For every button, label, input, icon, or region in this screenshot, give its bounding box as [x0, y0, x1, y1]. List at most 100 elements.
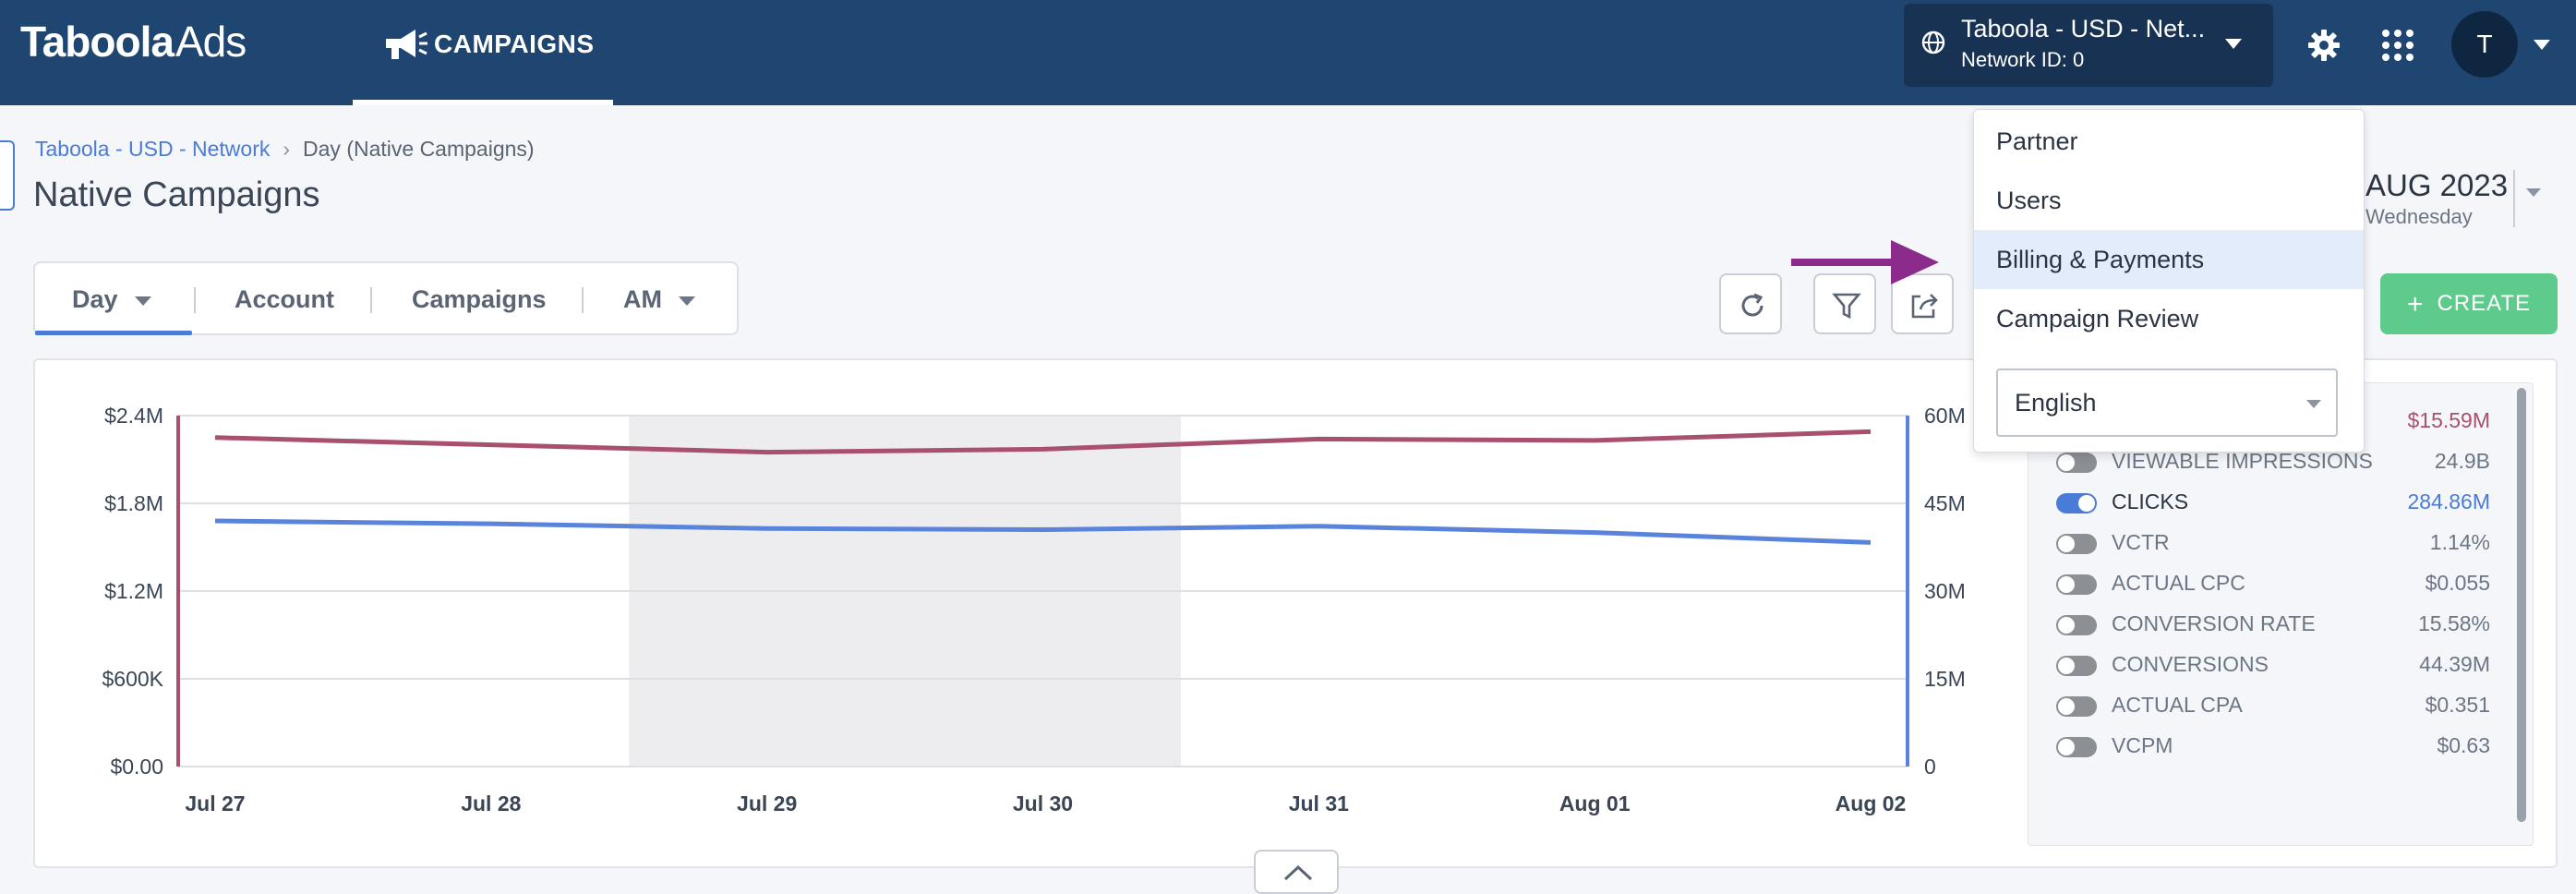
metric-value: $0.63: [2437, 733, 2490, 757]
language-select[interactable]: English: [1996, 368, 2338, 437]
account-selector[interactable]: Taboola - USD - Net... Network ID: 0: [1904, 4, 2273, 87]
metric-value: 15.58%: [2417, 611, 2490, 635]
chevron-down-icon: [2306, 400, 2321, 408]
y-right-tick-label: 0: [1924, 755, 1936, 779]
metric-row: CONVERSIONS 44.39M: [2056, 648, 2490, 685]
x-tick-label: Jul 28: [461, 791, 521, 815]
tab-campaigns[interactable]: Campaigns: [412, 263, 547, 335]
metric-value: 284.86M: [2407, 489, 2490, 513]
x-tick-label: Aug 01: [1559, 791, 1631, 815]
filter-button[interactable]: [1813, 273, 1876, 334]
nav-campaigns[interactable]: CAMPAIGNS: [353, 0, 613, 105]
metric-value: 44.39M: [2419, 652, 2490, 676]
gear-icon[interactable]: [2306, 28, 2341, 63]
y-left-tick-label: $600K: [102, 667, 163, 691]
metric-toggle[interactable]: [2056, 493, 2097, 513]
chevron-down-icon[interactable]: [2534, 40, 2550, 50]
tab-am[interactable]: AM: [623, 263, 695, 335]
chevron-down-icon: [2225, 39, 2242, 49]
toggle-knob: [2058, 698, 2075, 715]
logo-ads-text: Ads: [175, 18, 247, 66]
menu-item-billing-payments[interactable]: Billing & Payments: [1974, 230, 2364, 289]
metric-toggle[interactable]: [2056, 656, 2097, 676]
breadcrumb-current: Day (Native Campaigns): [303, 137, 535, 161]
metric-value: 24.9B: [2434, 449, 2490, 473]
chevron-down-icon: [679, 296, 695, 306]
create-button[interactable]: + CREATE: [2380, 273, 2558, 334]
tab-divider: [370, 287, 372, 313]
avatar[interactable]: T: [2451, 11, 2518, 78]
chevron-right-icon: ›: [283, 137, 291, 161]
metric-toggle[interactable]: [2056, 453, 2097, 473]
date-weekday: Wednesday: [2365, 205, 2473, 228]
tab-campaigns-label: Campaigns: [412, 285, 547, 313]
metric-name: CONVERSIONS: [2112, 652, 2269, 676]
apps-grid-icon[interactable]: [2380, 28, 2415, 63]
create-label: CREATE: [2437, 291, 2532, 316]
y-left-tick-label: $2.4M: [104, 404, 163, 428]
metric-row: ACTUAL CPA $0.351: [2056, 689, 2490, 726]
arrow-pointer-icon: [1791, 240, 1939, 284]
tab-divider: [194, 287, 196, 313]
x-tick-label: Aug 02: [1836, 791, 1907, 815]
toggle-knob: [2058, 658, 2075, 674]
metric-name: ACTUAL CPC: [2112, 571, 2245, 595]
megaphone-icon: [386, 30, 427, 59]
tab-account[interactable]: Account: [235, 263, 334, 335]
metric-value: $15.59M: [2407, 408, 2490, 432]
y-right-tick-label: 15M: [1924, 667, 1966, 691]
metric-toggle[interactable]: [2056, 737, 2097, 757]
metric-toggle[interactable]: [2056, 534, 2097, 554]
tab-day[interactable]: Day: [72, 263, 151, 335]
metric-toggle[interactable]: [2056, 574, 2097, 595]
chevron-down-icon: [134, 296, 151, 306]
metric-name: VCPM: [2112, 733, 2173, 757]
language-value: English: [2015, 389, 2097, 417]
tab-divider: [582, 287, 584, 313]
y-right-tick-label: 60M: [1924, 404, 1966, 428]
plus-icon: +: [2406, 288, 2425, 320]
metric-row: ACTUAL CPC $0.055: [2056, 567, 2490, 604]
taboola-ads-logo[interactable]: TaboolaAds: [20, 17, 247, 66]
tab-account-label: Account: [235, 285, 334, 313]
metric-toggle[interactable]: [2056, 615, 2097, 635]
metric-value: $0.351: [2425, 693, 2490, 717]
refresh-icon: [1741, 293, 1763, 317]
top-bar: TaboolaAds CAMPAIGNS Taboola - USD - Net…: [0, 0, 2576, 105]
menu-item-campaign-review[interactable]: Campaign Review: [1996, 305, 2199, 332]
chevron-up-icon: [1283, 864, 1313, 881]
metrics-scrollbar[interactable]: [2517, 388, 2526, 822]
y-right-tick-label: 45M: [1924, 491, 1966, 515]
refresh-button[interactable]: [1719, 273, 1782, 334]
menu-item-partner[interactable]: Partner: [1996, 127, 2078, 155]
metric-name: CLICKS: [2112, 489, 2189, 513]
export-icon: [1911, 294, 1938, 319]
metric-name: ACTUAL CPA: [2112, 693, 2243, 717]
collapse-chart-button[interactable]: [1254, 850, 1339, 894]
date-divider: [2513, 170, 2515, 227]
menu-item-users[interactable]: Users: [1996, 187, 2062, 214]
performance-line-chart: $2.4M 60M $1.8M 45M $1.2M 30M $600K 15M $0.00 0 Ju…: [102, 404, 1966, 815]
x-tick-label: Jul 31: [1289, 791, 1349, 815]
toggle-knob: [2058, 739, 2075, 755]
chevron-down-icon[interactable]: [2526, 188, 2541, 197]
y-left-tick-label: $0.00: [110, 755, 163, 779]
metrics-panel: $15.59M VIEWABLE IMPRESSIONS 24.9B CLICKS 28…: [2028, 382, 2534, 846]
y-left-tick-label: $1.8M: [104, 491, 163, 515]
metric-name: VIEWABLE IMPRESSIONS: [2112, 449, 2373, 473]
toggle-knob: [2058, 617, 2075, 634]
export-button[interactable]: [1891, 273, 1954, 334]
filter-icon: [1832, 293, 1861, 320]
metric-name: CONVERSION RATE: [2112, 611, 2316, 635]
metric-row: VCPM $0.63: [2056, 730, 2490, 767]
y-right-tick-label: 30M: [1924, 579, 1966, 603]
settings-dropdown-menu: Partner Users Billing & Payments Campaig…: [1973, 109, 2365, 453]
x-tick-label: Jul 27: [185, 791, 245, 815]
date-month-year[interactable]: AUG 2023: [2365, 168, 2509, 202]
toggle-knob: [2058, 576, 2075, 593]
sidebar-toggle[interactable]: [0, 140, 15, 211]
metric-row: VCTR 1.14%: [2056, 526, 2490, 563]
metric-toggle[interactable]: [2056, 696, 2097, 717]
series-line-2: [214, 518, 1872, 545]
breadcrumb-root-link[interactable]: Taboola - USD - Network: [35, 137, 271, 161]
